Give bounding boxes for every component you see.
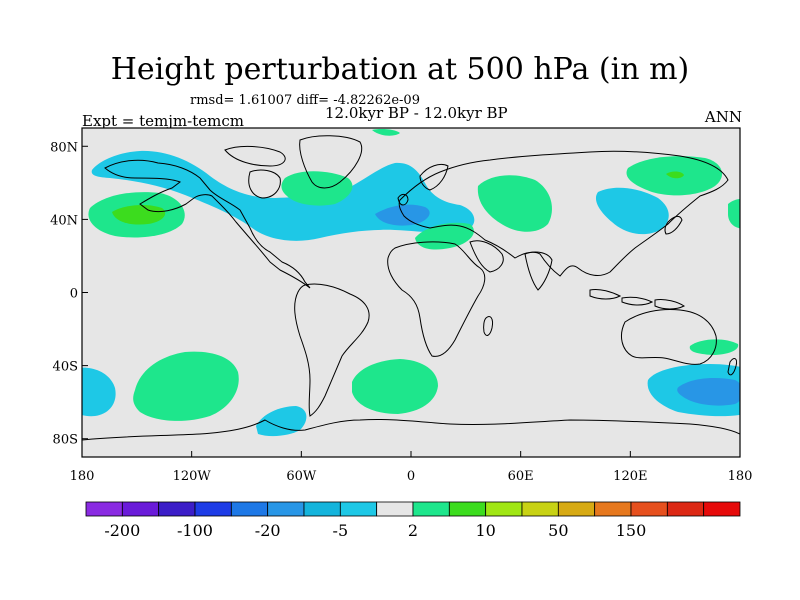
colorbar-box xyxy=(121,501,160,517)
positive-region-south-atlantic xyxy=(352,359,438,414)
colorbar-box xyxy=(194,501,232,517)
positive-region-dateline xyxy=(728,198,740,229)
coastline-british-isles xyxy=(397,193,409,206)
coastline-eurasia xyxy=(398,150,729,277)
experiment-label: Expt = temjm-temcm xyxy=(82,112,244,130)
axis-labels: 80N 40N 0 40S 80S 180 120W 60W 0 60E 120E 180 xyxy=(50,140,752,484)
negative-region-south-pacific-west xyxy=(82,367,116,417)
colorbar-label: 10 xyxy=(475,521,495,540)
lat-tick-label: 40S xyxy=(53,360,78,375)
coastline-india xyxy=(524,251,553,291)
coastline-south-america xyxy=(294,283,370,417)
coastline-new-zealand xyxy=(727,358,737,376)
lon-tick-label: 60E xyxy=(508,469,534,484)
lat-tick-label: 0 xyxy=(70,287,78,302)
colorbar-box xyxy=(230,501,269,517)
coastline-hudson-bay xyxy=(248,169,281,199)
coastline-madagascar xyxy=(483,315,493,336)
positive-region-arctic xyxy=(372,129,400,136)
page-title: Height perturbation at 500 hPa (in m) xyxy=(110,52,690,87)
positive-region-central-asia xyxy=(477,175,552,232)
colorbar-box xyxy=(158,501,196,517)
lon-tick-label: 180 xyxy=(728,469,753,484)
negative-region-drake-passage xyxy=(256,406,307,437)
positive-region-south-australia xyxy=(689,339,739,355)
colorbar-label: -5 xyxy=(333,521,349,540)
colorbar-label: -200 xyxy=(104,521,140,540)
coastline-north-america xyxy=(104,159,311,289)
lon-tick-label: 180 xyxy=(70,469,95,484)
colorbar-box xyxy=(666,501,705,517)
coastline-japan xyxy=(664,215,683,235)
lat-tick-label: 80S xyxy=(53,433,78,448)
colorbar-label: -100 xyxy=(177,521,213,540)
colorbar-label: 2 xyxy=(408,521,418,540)
coastline-africa xyxy=(387,241,486,357)
colorbar: -200 -100 -20 -5 2 10 50 150 xyxy=(85,501,741,540)
negative-core-south-indian xyxy=(677,378,740,406)
colorbar-box xyxy=(303,501,341,517)
colorbar-box xyxy=(557,501,596,517)
period-subtitle: 12.0kyr BP - 12.0kyr BP xyxy=(325,104,508,122)
lat-tick-label: 40N xyxy=(50,213,78,228)
positive-region-greenland xyxy=(281,171,353,206)
coastline-antarctica xyxy=(82,418,740,441)
positive-region-mediterranean xyxy=(415,222,474,250)
colorbar-box xyxy=(630,501,668,517)
lon-tick-label: 120E xyxy=(613,469,647,484)
negative-core-europe xyxy=(375,204,430,226)
coastline-greenland xyxy=(299,135,363,189)
colorbar-box xyxy=(267,501,305,517)
season-label: ANN xyxy=(704,108,742,126)
lon-tick-label: 120W xyxy=(173,469,212,484)
colorbar-box xyxy=(339,501,378,517)
positive-region-south-pacific xyxy=(133,351,239,421)
positive-core-north-pacific xyxy=(112,204,166,225)
coastline-arctic-islands xyxy=(224,145,286,167)
colorbar-box xyxy=(376,501,414,517)
colorbar-box xyxy=(412,501,450,517)
colorbar-box xyxy=(485,501,523,517)
positive-core-nw-pacific xyxy=(666,171,684,179)
coastlines xyxy=(82,135,740,441)
colorbar-box xyxy=(594,501,632,517)
stats-line: rmsd= 1.61007 diff= -4.82262e-09 xyxy=(190,93,420,108)
coastline-indonesia xyxy=(589,289,685,310)
coastline-scandinavia xyxy=(419,163,449,191)
negative-region-east-asia xyxy=(595,187,669,235)
coastline-arabian-peninsula xyxy=(469,240,504,273)
contour-layer xyxy=(82,129,740,441)
colorbar-box xyxy=(85,501,123,517)
colorbar-label: -20 xyxy=(255,521,281,540)
colorbar-box xyxy=(521,501,559,517)
lon-tick-label: 0 xyxy=(407,469,415,484)
coastline-australia xyxy=(621,309,717,365)
colorbar-box xyxy=(448,501,487,517)
colorbar-label: 50 xyxy=(548,521,568,540)
lat-tick-label: 80N xyxy=(50,140,78,155)
colorbar-label: 150 xyxy=(616,521,647,540)
colorbar-box xyxy=(703,501,741,517)
lon-tick-label: 60W xyxy=(286,469,317,484)
